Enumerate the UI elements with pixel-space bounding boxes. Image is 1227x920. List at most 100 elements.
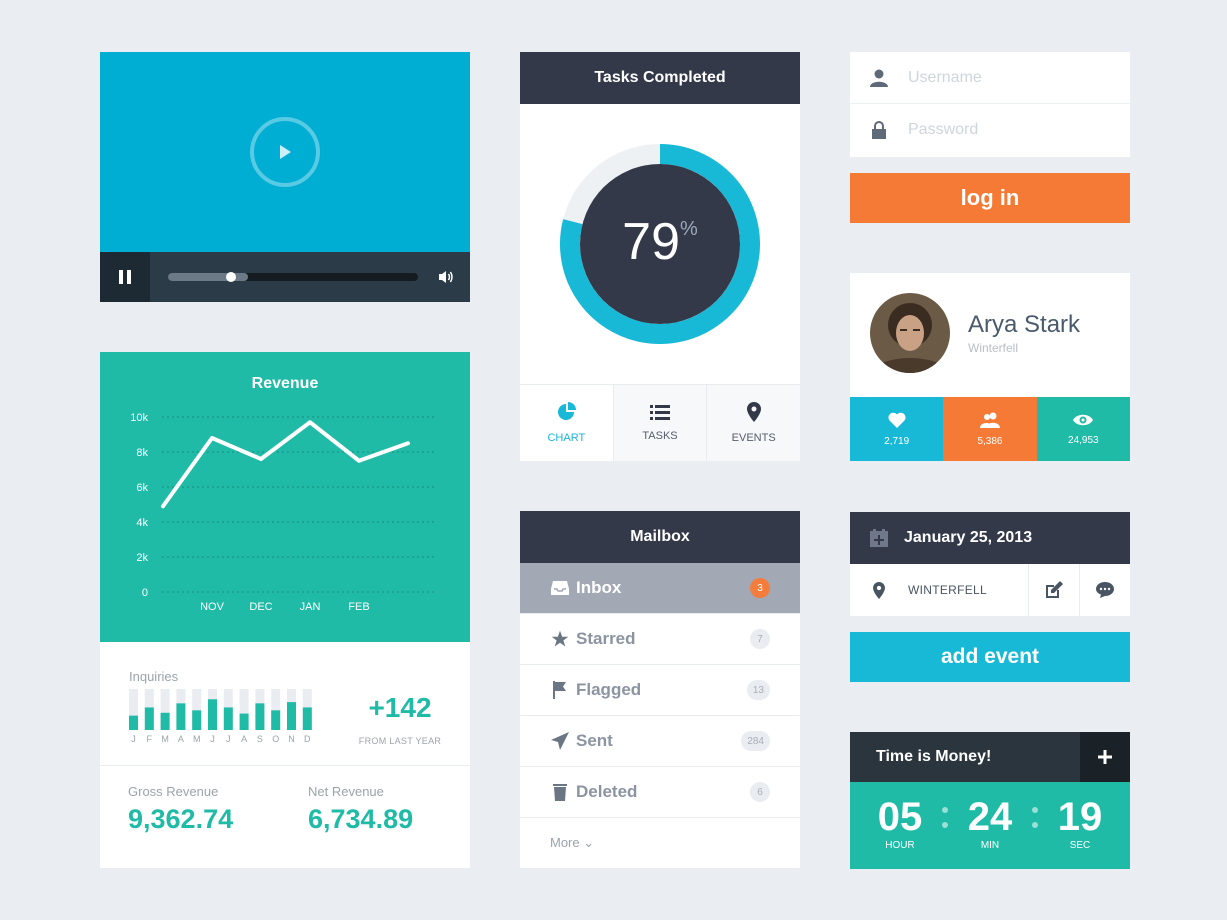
mailbox-title: Mailbox [520, 511, 800, 563]
tab-chart-label: CHART [547, 432, 586, 444]
volume-button[interactable] [438, 269, 454, 290]
pause-button[interactable] [100, 252, 150, 302]
mailbox-item-inbox[interactable]: Inbox 3 [520, 563, 800, 614]
y-tick-label: 8k [136, 447, 148, 459]
heart-icon [888, 412, 906, 428]
mailbox-card: Mailbox Inbox 3 Starred 7 Flagged 13 Sen… [520, 511, 800, 868]
mailbox-item-count: 7 [750, 629, 770, 649]
revenue-chart-panel: Revenue 0 2k 4k 6k 8k 10k NOV DEC JAN FEB [100, 352, 470, 642]
mailbox-item-deleted[interactable]: Deleted 6 [520, 767, 800, 818]
y-tick-label: 0 [142, 587, 148, 599]
mailbox-item-label: Inbox [576, 578, 622, 597]
donut-center [580, 164, 740, 324]
timer-title: Time is Money! [876, 748, 992, 765]
video-player[interactable] [100, 52, 470, 302]
event-card: January 25, 2013 WINTERFELL [850, 512, 1130, 616]
play-button[interactable] [250, 117, 320, 187]
profile-stats: 2,719 5,386 24,953 [850, 397, 1130, 461]
inquiry-month-label: J [210, 734, 215, 744]
revenue-card: Revenue 0 2k 4k 6k 8k 10k NOV DEC JAN FEB Inquiri… [100, 352, 470, 868]
timer-separator [1032, 807, 1038, 837]
star-icon [550, 630, 570, 648]
timer-header: Time is Money! [850, 732, 1130, 782]
tasks-tabs: CHART TASKS EVENTS [520, 384, 801, 461]
username-input[interactable] [908, 68, 1108, 87]
mailbox-item-label: Sent [576, 731, 613, 750]
inquiry-bar-track [271, 689, 281, 730]
inbox-icon [550, 580, 570, 596]
profile-stat-value: 24,953 [1068, 434, 1099, 446]
tab-tasks-label: TASKS [642, 430, 678, 442]
tab-events-label: EVENTS [731, 432, 776, 444]
inquiry-bar [287, 702, 296, 730]
inquiry-month-label: A [178, 734, 184, 744]
seek-bar[interactable] [168, 272, 418, 282]
revenue-series-line [161, 420, 410, 509]
tasks-percent-value: 79 [622, 213, 681, 271]
timer-seconds-value: 19 [1057, 795, 1103, 839]
event-header: January 25, 2013 [850, 512, 1130, 564]
calendar-icon [870, 529, 888, 547]
paper-plane-icon [550, 732, 570, 750]
mailbox-item-sent[interactable]: Sent 284 [520, 716, 800, 767]
mailbox-item-count: 6 [750, 782, 770, 802]
inquiry-bar [239, 713, 249, 730]
login-form [850, 52, 1130, 157]
play-icon [280, 145, 291, 159]
mailbox-item-count: 284 [741, 731, 770, 751]
inquiry-bar-track [239, 689, 249, 730]
x-tick-label: JAN [300, 601, 321, 613]
tasks-percent: 79% [600, 212, 720, 272]
trash-icon [550, 783, 570, 801]
timer-hours-value: 05 [877, 795, 923, 839]
password-field [850, 104, 1130, 156]
avatar [870, 293, 950, 373]
login-button[interactable]: log in [850, 173, 1130, 223]
inquiry-bar [255, 703, 265, 730]
password-input[interactable] [908, 121, 1108, 139]
net-revenue-label: Net Revenue [308, 784, 384, 799]
profile-stat-views[interactable]: 24,953 [1036, 397, 1130, 461]
map-pin-icon [746, 402, 761, 422]
comment-button[interactable] [1079, 564, 1130, 616]
net-revenue-value: 6,734.89 [308, 804, 414, 834]
mailbox-item-count: 3 [750, 578, 770, 598]
edit-event-button[interactable] [1028, 564, 1079, 616]
inquiry-month-label: M [161, 734, 169, 744]
profile-stat-likes[interactable]: 2,719 [850, 397, 944, 461]
eye-icon [1073, 414, 1094, 425]
users-icon [979, 412, 1000, 428]
pause-icon [119, 270, 131, 284]
revenue-line-chart: 0 2k 4k 6k 8k 10k NOV DEC JAN FEB [130, 412, 435, 613]
add-event-button[interactable]: add event [850, 632, 1130, 682]
inquiry-month-label: N [288, 734, 295, 744]
seek-bar-handle[interactable] [225, 272, 236, 282]
lock-icon [850, 121, 908, 139]
comment-icon [1096, 582, 1114, 598]
tasks-donut-chart [560, 144, 760, 344]
inquiries-change: +142 [368, 692, 432, 723]
tab-chart[interactable]: CHART [520, 385, 613, 461]
profile-name: Arya Stark [968, 311, 1081, 338]
inquiry-bar-track [129, 689, 138, 730]
profile-location: Winterfell [968, 341, 1019, 355]
inquiry-bar [176, 703, 186, 730]
inquiry-month-label: F [147, 734, 153, 744]
username-field [850, 52, 1130, 104]
mailbox-item-starred[interactable]: Starred 7 [520, 614, 800, 665]
volume-icon [439, 271, 453, 283]
percent-sign: % [680, 217, 698, 240]
tab-events[interactable]: EVENTS [706, 385, 801, 461]
video-controls [100, 252, 470, 302]
plus-icon [1098, 750, 1112, 764]
seek-bar-progress [168, 273, 248, 281]
mailbox-more-link[interactable]: More ⌄ [550, 835, 595, 850]
inquiry-bar [223, 707, 233, 730]
mailbox-item-flagged[interactable]: Flagged 13 [520, 665, 800, 716]
tasks-title: Tasks Completed [520, 52, 800, 104]
tab-tasks[interactable]: TASKS [612, 385, 707, 461]
add-timer-button[interactable] [1080, 732, 1130, 782]
profile-stat-followers[interactable]: 5,386 [943, 397, 1037, 461]
flag-icon [550, 681, 570, 699]
event-details-row: WINTERFELL [850, 564, 1130, 616]
